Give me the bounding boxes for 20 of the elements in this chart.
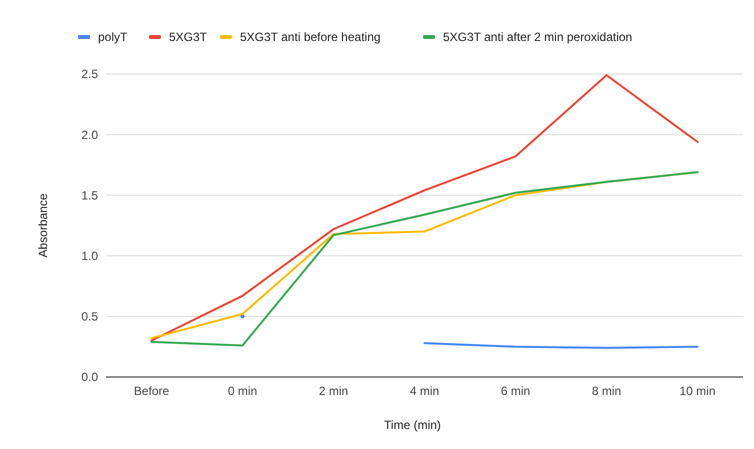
x-axis-title: Time (min) (384, 418, 441, 432)
y-axis-title: Absorbance (36, 193, 50, 258)
legend-label: 5XG3T (169, 30, 208, 44)
y-tick-label: 2.0 (81, 128, 98, 142)
y-tick-label: 2.5 (81, 67, 98, 82)
x-tick-label: 0 min (228, 384, 258, 398)
legend-label: 5XG3T anti before heating (240, 30, 381, 44)
line-series (150, 74, 698, 342)
y-tick-label: 0.5 (81, 310, 98, 324)
y-tick-label: 1.5 (81, 188, 98, 202)
x-tick-label: 6 min (500, 384, 530, 398)
x-tick-label: Before (134, 384, 170, 398)
x-tick-label: 8 min (592, 384, 622, 398)
x-tick-label: 10 min (679, 384, 716, 398)
x-tick-label: 2 min (318, 384, 348, 398)
y-tick-label: 1.0 (81, 249, 98, 263)
legend-label: polyT (98, 30, 128, 44)
x-tick-label: 4 min (410, 384, 440, 398)
legend-label: 5XG3T anti after 2 min peroxidation (443, 30, 632, 44)
y-tick-label: 0.0 (81, 370, 98, 384)
